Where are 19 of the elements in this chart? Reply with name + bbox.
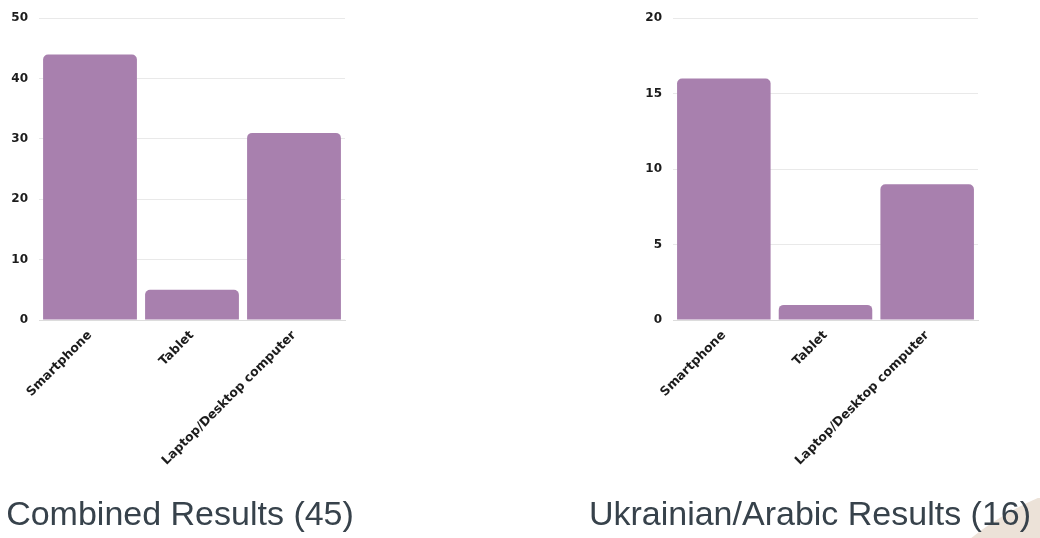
bar bbox=[778, 304, 873, 320]
bar bbox=[677, 78, 771, 320]
y-tick-label: 10 bbox=[645, 161, 662, 176]
y-tick-label: 20 bbox=[645, 10, 662, 25]
bar bbox=[145, 289, 239, 320]
y-tick-label: 50 bbox=[11, 10, 28, 25]
y-tick-label: 30 bbox=[11, 131, 28, 146]
bar bbox=[43, 54, 137, 320]
y-tick-label: 0 bbox=[653, 312, 662, 327]
y-tick-label: 10 bbox=[11, 251, 28, 266]
y-tick-label: 15 bbox=[645, 85, 662, 100]
y-tick-label: 20 bbox=[11, 191, 28, 206]
y-tick-label: 0 bbox=[19, 312, 28, 327]
text: Ukrainian/Arabic Results (16) bbox=[587, 493, 1033, 533]
text: Combined Results (45) bbox=[5, 493, 355, 533]
y-tick-label: 40 bbox=[11, 70, 28, 85]
y-tick-label: 5 bbox=[653, 236, 662, 251]
bar bbox=[247, 132, 341, 320]
bar bbox=[880, 184, 974, 320]
